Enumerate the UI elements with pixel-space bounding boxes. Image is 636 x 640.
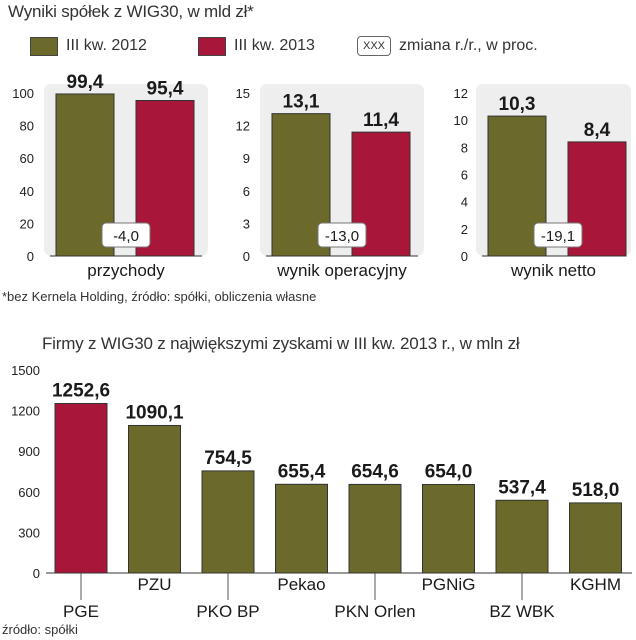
- change-badge: [533, 222, 583, 248]
- bar-kghm: [569, 502, 622, 574]
- category-label: PKO BP: [196, 602, 259, 621]
- data-label-2012: 13,1: [283, 92, 320, 113]
- y-tick-label: 0: [27, 249, 34, 264]
- y-tick-label: 20: [20, 216, 34, 231]
- legend-item-change: XXX zmiana r./r., w proc.: [357, 36, 538, 56]
- bar-bz-wbk: [495, 499, 549, 574]
- y-tick-label: 40: [20, 184, 34, 199]
- legend-item-2013: III kw. 2013: [198, 36, 315, 56]
- footnote: *bez Kernela Holding, źródło: spółki, ob…: [2, 289, 317, 304]
- y-tick-label: 1200: [11, 404, 40, 419]
- bar-pkn-orlen: [348, 483, 402, 574]
- category-label: KGHM: [570, 575, 621, 594]
- data-label: 537,4: [498, 477, 546, 498]
- data-label-2012: 99,4: [67, 72, 104, 93]
- y-tick-label: 15: [236, 86, 250, 101]
- bar-pko-bp: [201, 470, 255, 574]
- data-label-2013: 95,4: [147, 78, 184, 99]
- y-tick-label: 12: [454, 86, 468, 101]
- y-tick-label: 9: [243, 151, 250, 166]
- bottom-chart-title: Firmy z WIG30 z największymi zyskami w I…: [42, 334, 520, 353]
- data-label-2013: 8,4: [584, 120, 611, 141]
- bar-pgnig: [422, 483, 475, 574]
- data-label-2012: 10,3: [499, 94, 536, 115]
- change-badge: [101, 222, 151, 248]
- chart-title: Wyniki spółek z WIG30, w mld zł*: [8, 2, 254, 21]
- legend-change-box: XXX: [357, 36, 392, 56]
- legend-item-2012: III kw. 2012: [30, 36, 147, 56]
- y-tick-label: 900: [18, 444, 40, 459]
- category-label: PGNiG: [422, 575, 476, 594]
- source-note: źródło: spółki: [2, 622, 78, 637]
- y-tick-label: 0: [243, 249, 250, 264]
- y-tick-label: 6: [243, 184, 250, 199]
- y-tick-label: 8: [461, 140, 468, 155]
- panel-1: 0 20 40 60 80 100 99,4 95,4 -4,0 przychody: [12, 72, 208, 280]
- y-tick-label: 60: [20, 151, 34, 166]
- y-tick-label: 0: [461, 249, 468, 264]
- bottom-chart: 0 300 600 900 1200 1500 1252,6 PGE 1090,1 PZU 754,…: [11, 363, 632, 621]
- data-label: 518,0: [572, 480, 620, 501]
- y-tick-label: 0: [33, 566, 40, 581]
- legend-swatch-2012: [30, 36, 58, 56]
- change-value: -4,0: [113, 228, 139, 245]
- legend-label-2013: III kw. 2013: [234, 37, 315, 54]
- panel-title: wynik operacyjny: [276, 261, 407, 280]
- y-tick-label: 4: [461, 195, 468, 210]
- legend-swatch-2013: [198, 36, 226, 56]
- panel-title: wynik netto: [510, 261, 596, 280]
- data-label: 654,0: [425, 461, 473, 482]
- change-badge: [317, 222, 367, 248]
- category-label: BZ WBK: [489, 602, 555, 621]
- data-label-2013: 11,4: [363, 110, 399, 131]
- data-label: 655,4: [278, 461, 326, 482]
- y-tick-label: 600: [18, 485, 40, 500]
- panel-3: 0 2 4 6 8 10 12 10,3 8,4 -19,1 wynik netto: [454, 84, 631, 280]
- data-label: 754,5: [204, 448, 252, 469]
- category-label: Pekao: [277, 575, 325, 594]
- y-tick-label: 300: [18, 525, 40, 540]
- data-label: 1090,1: [125, 402, 184, 423]
- y-tick-label: 12: [236, 119, 250, 134]
- category-label: PKN Orlen: [334, 602, 415, 621]
- y-tick-label: 80: [20, 119, 34, 134]
- category-label: PGE: [63, 602, 99, 621]
- panel-2: 0 3 6 9 12 15 13,1 11,4 -13,0 wynik operacyjny: [236, 84, 424, 280]
- change-value: -13,0: [325, 228, 359, 245]
- bar-pekao: [275, 483, 328, 574]
- bar-pge: [54, 402, 108, 574]
- y-tick-label: 3: [243, 216, 250, 231]
- legend-label-2012: III kw. 2012: [66, 37, 147, 54]
- data-label: 654,6: [351, 461, 399, 482]
- panel-title: przychody: [87, 261, 165, 280]
- category-label: PZU: [138, 575, 172, 594]
- y-tick-label: 100: [12, 86, 34, 101]
- legend-label-change: zmiana r./r., w proc.: [399, 37, 538, 54]
- y-tick-label: 2: [461, 222, 468, 237]
- y-tick-label: 6: [461, 168, 468, 183]
- data-label: 1252,6: [52, 380, 110, 401]
- change-value: -19,1: [541, 228, 575, 245]
- y-tick-label: 10: [454, 113, 468, 128]
- bar-pzu: [128, 424, 181, 574]
- y-tick-label: 1500: [11, 363, 40, 378]
